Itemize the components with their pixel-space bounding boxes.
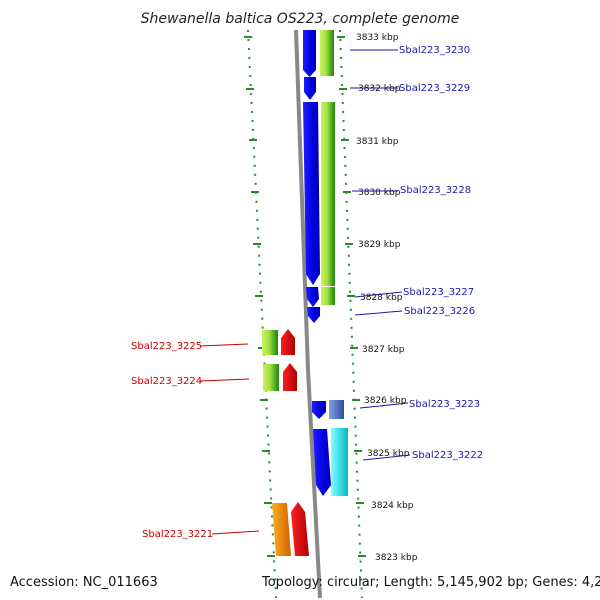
gene-arrow-sbal223-3230[interactable] <box>303 30 316 77</box>
gene-label-sbal223-3228[interactable]: Sbal223_3228 <box>400 185 471 196</box>
tick-label-3828: 3828 kbp <box>360 293 403 303</box>
gene-block-orange-3221[interactable] <box>272 503 291 556</box>
gene-arrow-sbal223-3222-a[interactable] <box>313 429 331 496</box>
gene-label-sbal223-3225[interactable]: Sbal223_3225 <box>131 341 202 352</box>
gene-label-sbal223-3224[interactable]: Sbal223_3224 <box>131 376 202 387</box>
tick-label-3823: 3823 kbp <box>375 553 418 563</box>
left-dotted-boundary <box>247 29 277 599</box>
genome-backbone <box>294 29 322 599</box>
gene-arrow-sbal223-3224[interactable] <box>283 363 297 391</box>
tick-label-3831: 3831 kbp <box>356 137 399 147</box>
gene-arrow-sbal223-3223-a[interactable] <box>312 401 326 419</box>
left-tick-marks <box>244 36 275 557</box>
tick-label-3824: 3824 kbp <box>371 501 414 511</box>
tick-label-3829: 3829 kbp <box>358 240 401 250</box>
gene-label-sbal223-3223[interactable]: Sbal223_3223 <box>409 399 480 410</box>
gene-arrow-sbal223-3222-b[interactable] <box>331 428 348 496</box>
gene-arrow-sbal223-3225[interactable] <box>281 329 295 355</box>
gene-block-green-3225[interactable] <box>262 330 278 355</box>
gene-label-sbal223-3227[interactable]: Sbal223_3227 <box>403 287 474 298</box>
gene-arrow-sbal223-3221[interactable] <box>291 502 309 556</box>
gene-arrow-sbal223-3227[interactable] <box>306 287 319 307</box>
gene-block-green-3230[interactable] <box>320 30 334 76</box>
tick-label-3826: 3826 kbp <box>364 396 407 406</box>
gene-label-sbal223-3222[interactable]: Sbal223_3222 <box>412 450 483 461</box>
tick-label-3830: 3830 kbp <box>358 188 401 198</box>
tick-label-3832: 3832 kbp <box>358 84 401 94</box>
gene-arrow-sbal223-3228[interactable] <box>303 102 320 285</box>
gene-block-green-3228[interactable] <box>321 102 335 286</box>
tick-label-3825: 3825 kbp <box>367 449 410 459</box>
accession-text: Accession: NC_011663 <box>10 575 158 590</box>
gene-label-sbal223-3221[interactable]: Sbal223_3221 <box>142 529 213 540</box>
tick-label-3833: 3833 kbp <box>356 33 399 43</box>
gene-block-green-3224[interactable] <box>263 364 279 391</box>
gene-label-sbal223-3226[interactable]: Sbal223_3226 <box>404 306 475 317</box>
map-title: Shewanella baltica OS223, complete genom… <box>141 11 460 27</box>
gene-arrow-sbal223-3226[interactable] <box>307 307 320 323</box>
gene-arrow-sbal223-3223-b[interactable] <box>329 400 344 419</box>
gene-label-sbal223-3230[interactable]: Sbal223_3230 <box>399 45 470 56</box>
gene-arrow-sbal223-3229[interactable] <box>304 77 316 100</box>
label-leader-lines <box>199 49 411 535</box>
right-dotted-boundary <box>339 29 363 599</box>
gene-label-sbal223-3229[interactable]: Sbal223_3229 <box>399 83 470 94</box>
gene-block-green-3227[interactable] <box>321 287 335 305</box>
right-tick-marks <box>337 36 366 557</box>
topology-text: Topology: circular; Length: 5,145,902 bp… <box>261 575 600 590</box>
tick-label-3827: 3827 kbp <box>362 345 405 355</box>
